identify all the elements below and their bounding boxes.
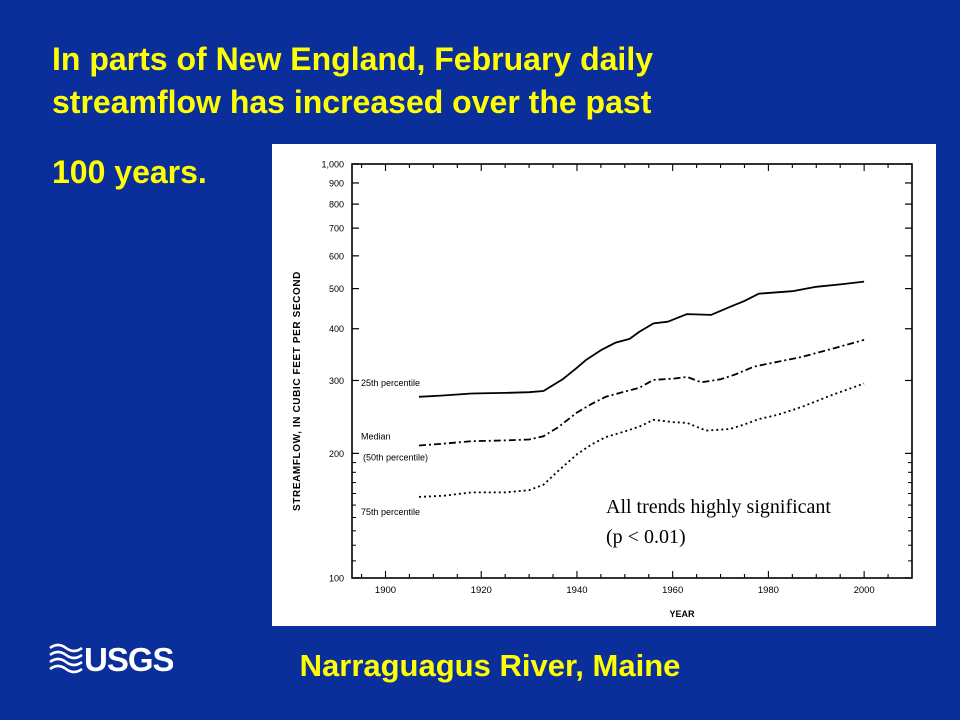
y-tick-label: 300 (329, 376, 344, 386)
y-tick-label: 500 (329, 284, 344, 294)
y-tick-label: 600 (329, 251, 344, 261)
y-tick-label: 1,000 (321, 160, 344, 170)
plot-frame (351, 163, 913, 579)
series-label: (50th percentile) (363, 452, 428, 462)
series-line-75th-percentile (418, 382, 865, 498)
title-line-3: 100 years. (52, 154, 207, 190)
x-tick-label: 1980 (758, 585, 779, 596)
y-tick-label: 800 (329, 200, 344, 210)
series-line-median (418, 339, 865, 447)
y-axis-title: STREAMFLOW, IN CUBIC FEET PER SECOND (292, 271, 303, 511)
y-tick-label: 700 (329, 224, 344, 234)
x-axis-title: YEAR (669, 609, 695, 619)
y-tick-label: 200 (329, 449, 344, 459)
series-line-25th-percentile (418, 280, 865, 398)
title-line-2: streamflow has increased over the past (52, 84, 652, 120)
usgs-wave-icon (49, 643, 83, 674)
x-tick-label: 1920 (471, 585, 492, 596)
series-label: 25th percentile (361, 378, 420, 388)
x-tick-label: 1960 (662, 585, 683, 596)
trend-annotation-line-1: All trends highly significant (606, 496, 831, 518)
series-label: 75th percentile (361, 507, 420, 517)
x-tick-label: 2000 (854, 585, 875, 596)
river-subtitle: Narraguagus River, Maine (299, 648, 681, 683)
streamflow-chart: 100 200 300 400 500 600 700 800 900 1,000 1900 1920… (292, 160, 913, 619)
x-tick-label: 1940 (566, 585, 587, 596)
slide-title: In parts of New England, February daily … (52, 38, 912, 124)
x-tick-label: 1900 (375, 585, 396, 596)
chart-panel: 100 200 300 400 500 600 700 800 900 1,000 1900 1920… (272, 144, 936, 626)
usgs-logo: USGS (49, 641, 173, 676)
trend-annotation: All trends highly significant (p < 0.01) (606, 492, 831, 552)
y-tick-label: 100 (329, 574, 344, 584)
usgs-logo-text: USGS (84, 641, 173, 676)
series-label: Median (361, 431, 391, 441)
trend-annotation-line-2: (p < 0.01) (606, 526, 686, 548)
y-tick-label: 400 (329, 324, 344, 334)
title-line-1: In parts of New England, February daily (52, 41, 653, 77)
y-tick-label: 900 (329, 178, 344, 188)
